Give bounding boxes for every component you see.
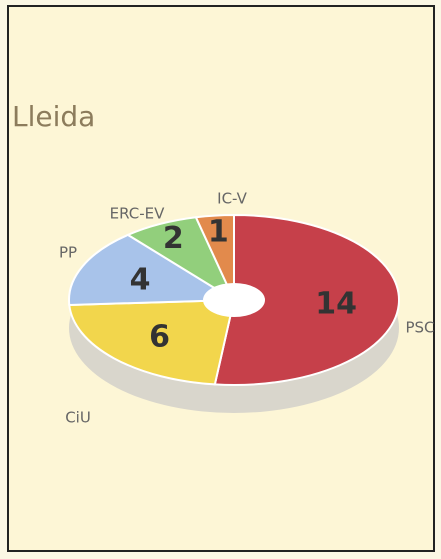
- category-label: PSC: [405, 319, 434, 337]
- pie-slice: [68, 298, 236, 386]
- chart-title: Lleida: [12, 100, 95, 133]
- pie-slice: [68, 233, 238, 306]
- category-label: ERC-EV: [110, 205, 166, 223]
- pie-hole: [203, 283, 265, 317]
- value-label: 14: [315, 287, 357, 322]
- pie-slice: [213, 213, 400, 386]
- value-label: 4: [130, 263, 151, 298]
- value-label: 2: [163, 221, 184, 256]
- pie-slice: [194, 213, 235, 301]
- category-label: PP: [59, 244, 77, 262]
- category-label: IC-V: [217, 190, 247, 208]
- slices: [68, 213, 400, 386]
- category-label: CiU: [65, 409, 91, 427]
- value-label: 1: [208, 214, 229, 249]
- value-label: 6: [149, 320, 170, 355]
